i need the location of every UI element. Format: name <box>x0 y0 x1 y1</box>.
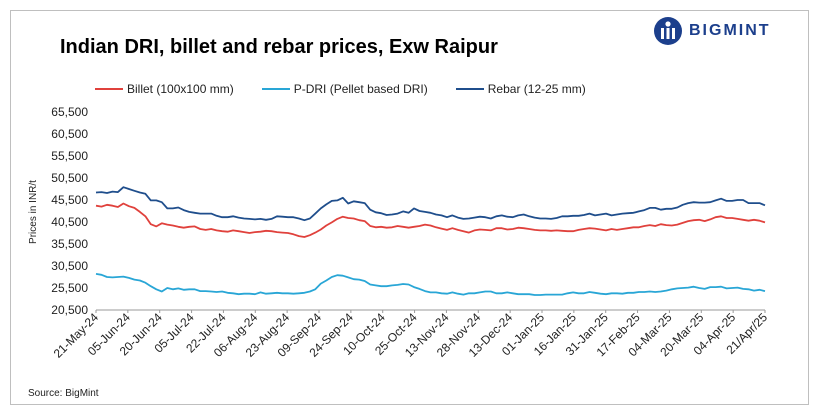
chart-series-lines <box>95 186 766 296</box>
y-tick-label: 50,500 <box>51 171 88 185</box>
legend-label-rebar: Rebar (12-25 mm) <box>487 82 586 96</box>
y-axis-label: Prices in INR/t <box>28 180 39 244</box>
series-line-billet <box>95 202 766 238</box>
y-tick-label: 30,500 <box>51 259 88 273</box>
y-tick-label: 65,500 <box>51 105 88 119</box>
x-tick-labels: 21-May-2405-Jun-2420-Jun-2405-Jul-2422-J… <box>51 310 771 361</box>
legend-label-billet: Billet (100x100 mm) <box>127 82 234 96</box>
y-tick-label: 25,500 <box>51 281 88 295</box>
y-tick-labels: 20,500 25,500 30,500 35,500 40,500 45,500 50,5… <box>51 105 88 317</box>
legend-swatch-billet <box>95 88 123 90</box>
bigmint-logo-icon <box>654 17 682 45</box>
legend-swatch-rebar <box>455 88 484 90</box>
legend-label-pdri: P-DRI (Pellet based DRI) <box>293 82 428 96</box>
y-tick-label: 60,500 <box>51 127 88 141</box>
series-line-pdri <box>95 273 766 296</box>
series-line-rebar <box>95 186 766 222</box>
source-note: Source: BigMint <box>28 388 99 399</box>
y-tick-label: 40,500 <box>51 215 88 229</box>
chart-title: Indian DRI, billet and rebar prices, Exw… <box>60 36 498 58</box>
legend-item-billet: Billet (100x100 mm) <box>95 82 234 96</box>
bigmint-logo: BIGMINT <box>653 14 771 48</box>
y-tick-label: 45,500 <box>51 193 88 207</box>
y-tick-label: 20,500 <box>51 303 88 317</box>
chart-frame <box>10 10 809 405</box>
legend-swatch-pdri <box>261 88 290 90</box>
legend-item-pdri: P-DRI (Pellet based DRI) <box>261 82 428 96</box>
y-tick-label: 35,500 <box>51 237 88 251</box>
y-tick-label: 55,500 <box>51 149 88 163</box>
bigmint-logo-text: BIGMINT <box>689 22 771 39</box>
legend-item-rebar: Rebar (12-25 mm) <box>455 82 586 96</box>
chart-legend: Billet (100x100 mm) P-DRI (Pellet based … <box>95 82 614 96</box>
